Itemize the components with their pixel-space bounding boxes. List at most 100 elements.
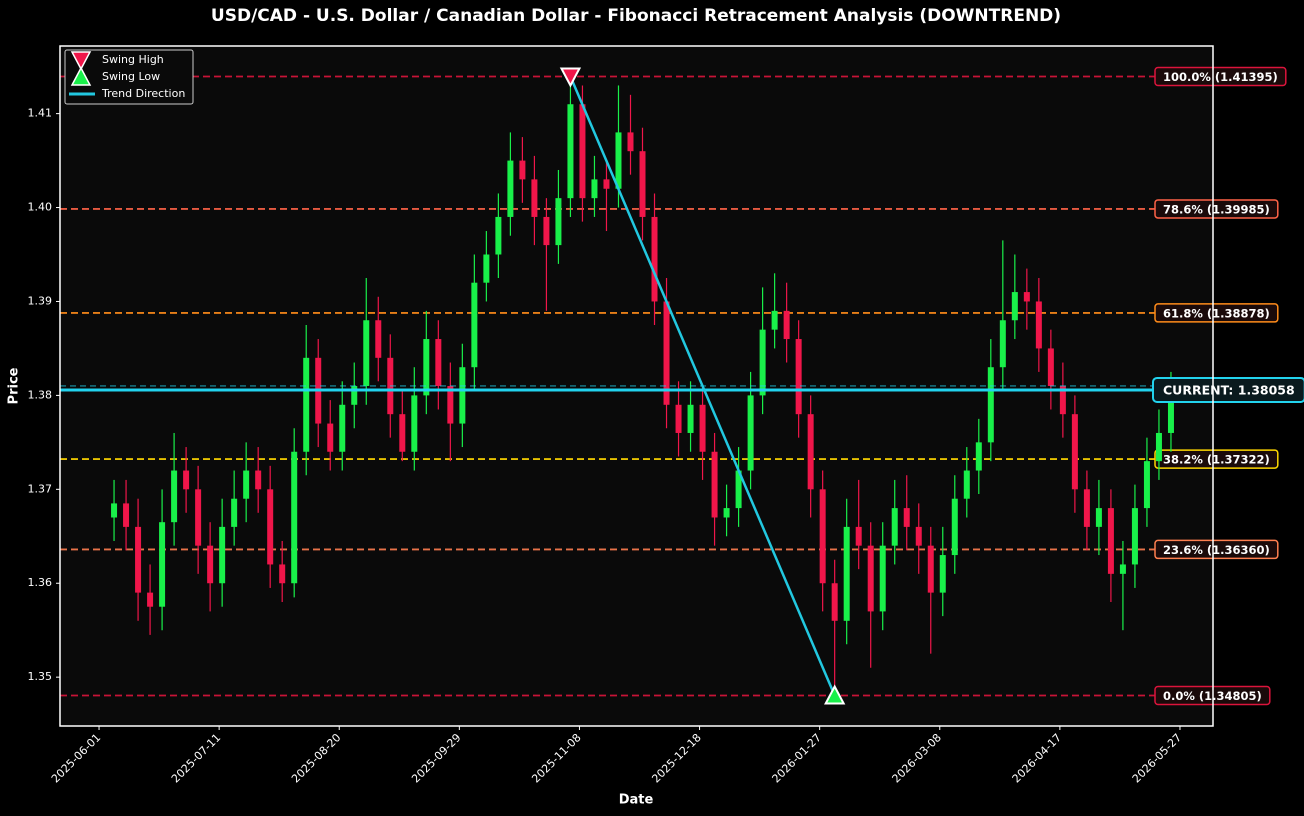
legend-label: Trend Direction [101,87,185,100]
candle-body [567,104,574,199]
legend-label: Swing High [102,53,164,66]
candle-body [399,414,406,452]
plot-frame [59,45,1214,727]
candle-body [807,414,814,490]
swing-low-marker [824,684,846,705]
candle-body [339,404,346,452]
candle-body [711,451,718,518]
candle-body [267,489,274,565]
candle-body [291,451,298,584]
candle-body [459,367,466,424]
candle-body [915,526,922,546]
legend-box [64,49,194,105]
candle-body [519,160,526,180]
candle-body [855,526,862,546]
fib-label: 38.2% (1.37322) [1163,453,1270,467]
candle-body [879,545,886,612]
candle-body [1155,432,1162,462]
candle-body [1047,348,1054,386]
candle-body [783,310,790,340]
candle-body [1131,508,1138,565]
fib-label: 23.6% (1.36360) [1163,543,1270,557]
candle-body [579,104,586,199]
candle-body [147,592,154,607]
fib-label-box [1154,66,1287,87]
candle-body [363,320,370,386]
legend-swing-high-icon [70,51,92,71]
current-label: CURRENT: 1.38058 [1163,382,1295,397]
candle-body [111,503,118,518]
candle-body [279,564,286,584]
candle-body [639,151,646,217]
candle-body [123,503,130,527]
y-tick-label: 1.35 [28,670,53,683]
candle-body [591,179,598,199]
candle-body [543,216,550,246]
candle-body [159,522,166,607]
candle-body [447,386,454,424]
candle-body [231,498,238,527]
swing-high-marker [559,67,582,88]
candle-body [555,198,562,246]
candle-body [327,423,334,452]
candle-body [135,526,142,593]
candle-body [927,545,934,593]
candle-body [207,545,214,584]
legend-label: Swing Low [102,70,160,83]
candle-body [651,216,658,302]
candle-body [759,329,766,396]
candle-body [687,404,694,433]
candle-body [303,357,310,452]
y-tick-label: 1.41 [28,107,53,120]
fib-label: 61.8% (1.38878) [1163,306,1270,320]
legend-swing-low-icon [70,66,92,86]
candle-body [435,339,442,386]
y-tick-label: 1.36 [28,576,53,589]
y-tick-label: 1.39 [28,294,53,307]
trend-line [569,76,836,696]
candle-body [1023,292,1030,302]
y-tick-label: 1.40 [28,201,53,214]
candle-body [831,583,838,621]
candle-body [1167,389,1174,433]
fib-label-box [1154,303,1279,323]
candle-body [1107,508,1114,574]
candle-body [615,132,622,189]
candle-body [771,310,778,330]
chart-title: USD/CAD - U.S. Dollar / Canadian Dollar … [211,6,1061,26]
candle-body [1143,461,1150,509]
candle-body [411,395,418,452]
y-axis-label: Price [7,367,22,404]
candle-body [483,254,490,283]
candle-body [987,367,994,443]
candle-body [675,404,682,433]
candle-body [735,470,742,509]
candle-body [891,508,898,546]
candle-body [939,555,946,593]
candle-body [375,320,382,358]
candle-body [183,470,190,490]
candle-body [903,508,910,527]
y-tick-label: 1.37 [28,482,53,495]
fib-label: 100.0% (1.41395) [1163,70,1278,84]
candle-body [171,470,178,523]
candle-body [963,470,970,499]
candle-body [867,545,874,612]
candle-body [531,179,538,217]
candle-body [351,386,358,405]
candle-body [1083,489,1090,527]
candle-body [603,179,610,189]
candle-body [1011,292,1018,321]
candle-body [1119,564,1126,574]
candle-body [999,320,1006,368]
candle-body [1035,301,1042,349]
candle-body [975,442,982,471]
x-axis-label: Date [619,793,654,808]
fib-label: 78.6% (1.39985) [1163,202,1270,216]
candle-body [663,301,670,405]
candle-body [423,339,430,396]
candle-body [195,489,202,546]
candle-body [507,160,514,217]
